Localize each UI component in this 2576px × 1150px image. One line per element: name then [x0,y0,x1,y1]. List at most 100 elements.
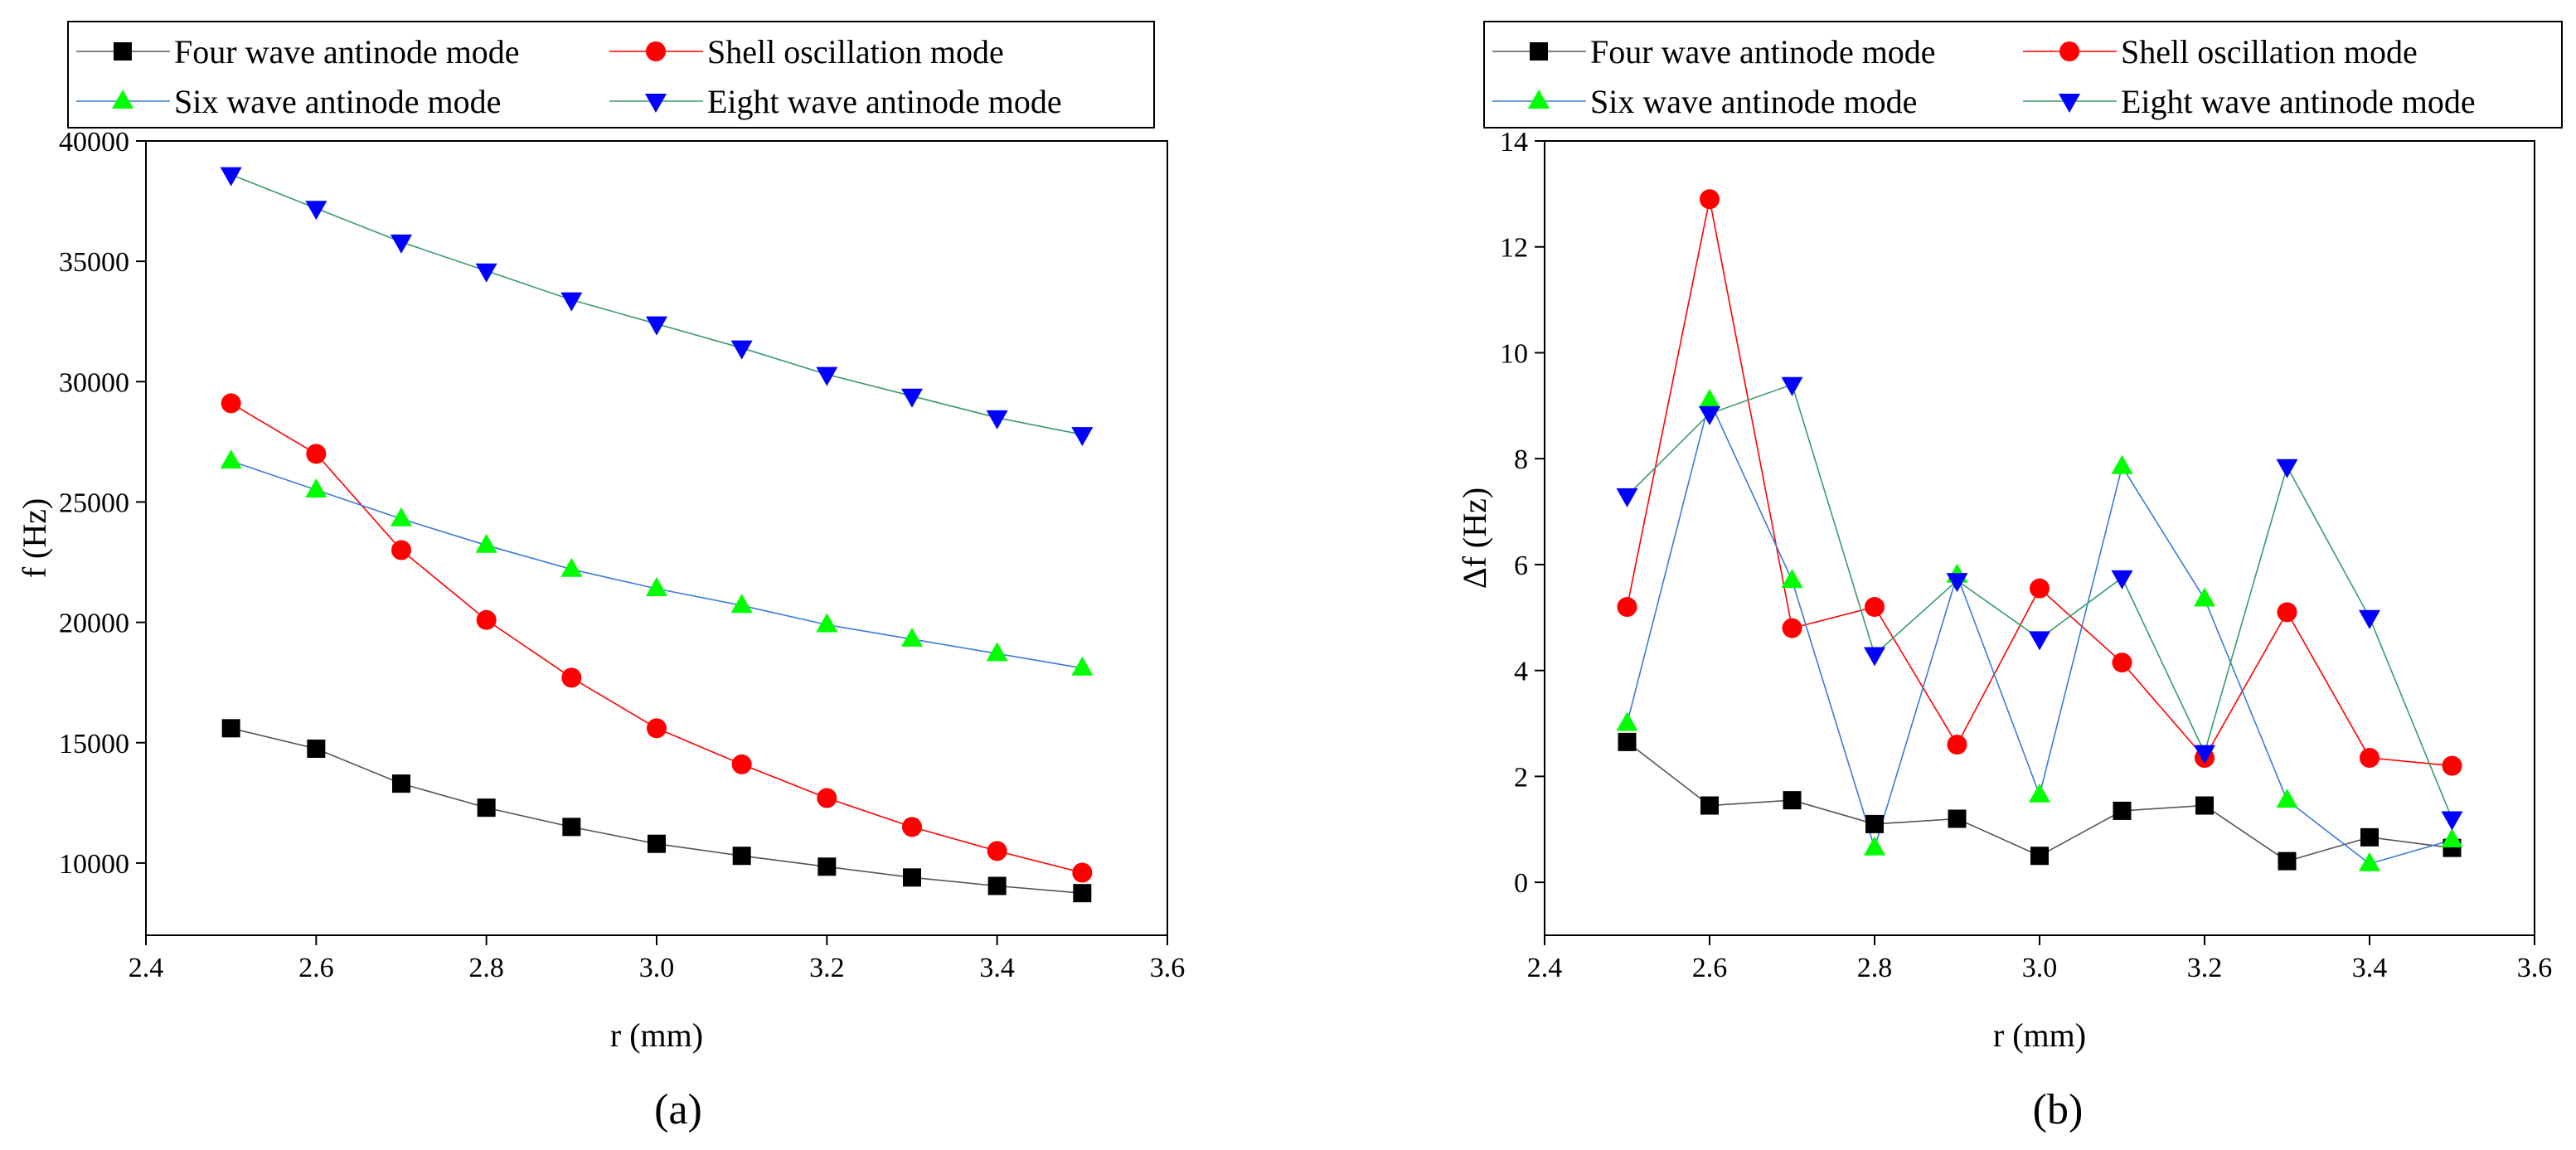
panel-b-point-four-wave-antinode-mode [1700,796,1719,815]
panel-b-x-axis-label: r (mm) [1993,1017,2086,1054]
panel-b-point-shell-oscillation-mode [2360,748,2380,769]
panel-a-point-four-wave-antinode-mode [817,857,837,876]
panel-a-legend-entry-four-wave: Four wave antinode mode [76,33,520,70]
panel-a-legend-text-four-wave: Four wave antinode mode [174,33,520,70]
panel-a-point-six-wave-antinode-mode [986,642,1008,662]
panel-a-point-shell-oscillation-mode [221,393,241,414]
panel-b-point-eight-wave-antinode-mode [2111,570,2133,590]
panel-b-point-six-wave-antinode-mode [1616,711,1638,731]
panel-b-plot-frame [1544,140,2535,936]
panel-b-x-tick-label: 2.6 [1692,953,1728,983]
panel-a-x-tick-label: 3.2 [809,953,845,983]
panel-a-point-eight-wave-antinode-mode [901,388,923,408]
panel-a-point-eight-wave-antinode-mode [816,366,838,386]
panel-b-point-four-wave-antinode-mode [1783,791,1802,810]
panel-a-point-shell-oscillation-mode [561,667,582,688]
panel-b-point-shell-oscillation-mode [1782,618,1802,638]
panel-b-legend-entry-four-wave: Four wave antinode mode [1492,33,1936,70]
panel-a-y-tick-label: 30000 [59,367,129,398]
panel-a-point-six-wave-antinode-mode [816,613,838,633]
panel-a-point-six-wave-antinode-mode [730,594,753,614]
panel-b-y-tick-label: 12 [1500,233,1528,264]
panel-b-series-markers [1616,189,2463,871]
panel-b-x-tick-label: 2.4 [1527,953,1563,983]
panel-b-point-eight-wave-antinode-mode [2441,811,2463,831]
panel-b-point-six-wave-antinode-mode [1699,388,1720,408]
panel-a-point-eight-wave-antinode-mode [646,316,667,336]
panel-b-series-line-eight-wave-antinode-mode [1626,383,2453,819]
panel-a-point-shell-oscillation-mode [391,540,411,560]
panel-b-point-four-wave-antinode-mode [2360,827,2379,847]
panel-b-legend-text-shell: Shell oscillation mode [2121,33,2418,70]
panel-a-point-eight-wave-antinode-mode [305,201,327,221]
panel-b-point-shell-oscillation-mode [1617,597,1637,618]
panel-a-y-tick-label: 10000 [59,849,129,880]
panel-a-point-four-wave-antinode-mode [392,774,410,793]
panel-b-point-six-wave-antinode-mode [2194,587,2215,607]
panel-b-y-tick-label: 10 [1500,338,1528,369]
panel-a-point-shell-oscillation-mode [902,817,922,837]
panel-a-x-tick-label: 3.0 [639,953,675,983]
panel-a-series-line-four-wave-antinode-mode [230,727,1083,894]
panel-b-point-shell-oscillation-mode [2112,653,2132,673]
panel-a-point-shell-oscillation-mode [1072,862,1093,883]
panel-a-x-tick-label: 2.8 [468,953,504,983]
panel-a-point-six-wave-antinode-mode [646,576,667,596]
panel-a-y-tick-label: 35000 [59,247,129,278]
panel-a-legend-marker-six-wave [112,90,133,109]
panel-b-point-shell-oscillation-mode [2442,755,2462,776]
panel-a-legend-entry-six-wave: Six wave antinode mode [76,83,501,120]
panel-a-legend-text-shell: Shell oscillation mode [707,33,1004,70]
panel-a-point-six-wave-antinode-mode [305,478,327,497]
panel-b-point-eight-wave-antinode-mode [1616,488,1638,507]
panel-b-point-six-wave-antinode-mode [2441,828,2463,848]
panel-a-legend-marker-four-wave [114,42,132,61]
panel-a-y-ticks: 10000 15000 20000 25000 30000 35000 40000 [59,127,146,880]
panel-b-legend-entry-six-wave: Six wave antinode mode [1492,83,1917,120]
panel-b-point-eight-wave-antinode-mode [2276,459,2298,478]
panel-a-y-tick-label: 20000 [59,609,129,639]
panel-a-series-line-six-wave-antinode-mode [230,460,1083,669]
panel-a-series-line-shell-oscillation-mode [230,402,1083,874]
panel-b-y-tick-label: 4 [1514,657,1528,687]
panel-a-y-tick-label: 15000 [59,729,129,759]
panel-a-legend-text-eight-wave: Eight wave antinode mode [707,83,1062,120]
panel-b-y-ticks: 0 2 4 6 8 10 12 14 [1500,127,1545,899]
panel-a-x-tick-label: 3.4 [979,953,1015,983]
panel-b-x-tick-label: 2.8 [1857,953,1893,983]
panel-a-legend-marker-shell [646,41,666,61]
panel-b-legend-marker-eight-wave [2059,94,2080,113]
panel-b-x-tick-label: 3.2 [2187,953,2223,983]
panel-b-point-eight-wave-antinode-mode [2359,609,2380,629]
panel-a-series-markers [220,167,1094,903]
panel-a-point-four-wave-antinode-mode [221,719,240,738]
panel-b-point-eight-wave-antinode-mode [1781,376,1803,396]
panel-b-point-eight-wave-antinode-mode [2194,745,2215,764]
panel-b-point-eight-wave-antinode-mode [2029,631,2050,651]
panel-a-point-eight-wave-antinode-mode [986,410,1008,429]
panel-a-series-lines [230,173,1083,894]
panel-a-label: (a) [654,1086,702,1133]
panel-b-point-four-wave-antinode-mode [2278,852,2297,871]
panel-a-point-eight-wave-antinode-mode [391,234,412,254]
panel-b-point-six-wave-antinode-mode [1864,836,1885,856]
panel-a-y-axis-label: f (Hz) [16,498,53,579]
panel-a-legend-entry-shell: Shell oscillation mode [609,33,1004,70]
panel-b-point-shell-oscillation-mode [2030,578,2050,599]
panel-b-y-tick-label: 0 [1514,868,1528,899]
panel-a-y-tick-label: 25000 [59,488,129,518]
panel-a-x-axis-label: r (mm) [610,1017,703,1054]
panel-b-y-tick-label: 2 [1514,762,1528,793]
panel-a-x-tick-label: 2.6 [298,953,334,983]
panel-a-y-tick-label: 40000 [59,127,129,158]
panel-a-legend-marker-eight-wave [645,94,667,113]
panel-b-x-tick-label: 3.0 [2022,953,2058,983]
panel-a-point-shell-oscillation-mode [476,609,497,630]
panel-a-point-shell-oscillation-mode [987,841,1007,861]
panel-b-legend-box [1483,21,2563,129]
panel-b-point-shell-oscillation-mode [1700,189,1720,210]
panel-a-point-four-wave-antinode-mode [1073,884,1092,903]
panel-b-point-shell-oscillation-mode [2277,602,2297,623]
panel-a-point-four-wave-antinode-mode [562,818,581,837]
